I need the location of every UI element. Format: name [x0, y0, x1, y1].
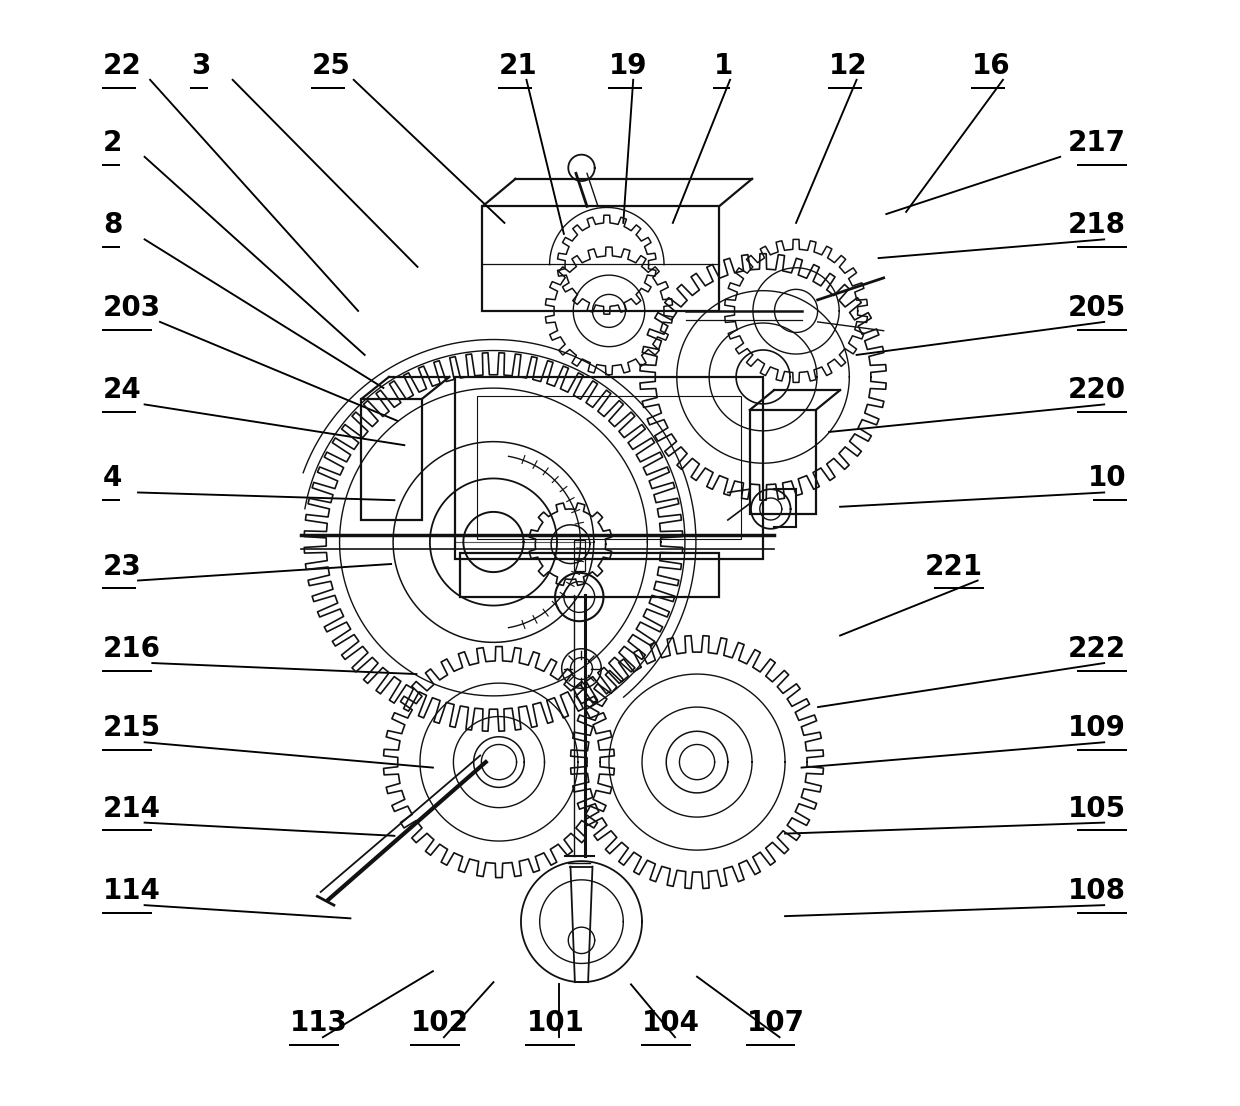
- Text: 19: 19: [609, 52, 647, 80]
- Text: 203: 203: [103, 294, 161, 322]
- Text: 101: 101: [527, 1009, 584, 1037]
- Text: 21: 21: [498, 52, 538, 80]
- Text: 217: 217: [1068, 128, 1126, 157]
- Text: 221: 221: [925, 553, 983, 581]
- Text: 25: 25: [312, 52, 351, 80]
- Text: 108: 108: [1068, 877, 1126, 905]
- Text: 10: 10: [1087, 465, 1126, 492]
- Text: 8: 8: [103, 211, 123, 239]
- Text: 205: 205: [1068, 294, 1126, 322]
- Text: 3: 3: [191, 52, 211, 80]
- Text: 102: 102: [410, 1009, 469, 1037]
- Text: 12: 12: [830, 52, 868, 80]
- Text: 113: 113: [290, 1009, 347, 1037]
- Bar: [750, 410, 816, 514]
- Bar: [477, 396, 742, 539]
- Text: 24: 24: [103, 376, 141, 405]
- Bar: [361, 399, 422, 520]
- Text: 23: 23: [103, 553, 141, 581]
- Text: 22: 22: [103, 52, 141, 80]
- Text: 2: 2: [103, 128, 123, 157]
- Text: 220: 220: [1068, 376, 1126, 405]
- Text: 105: 105: [1068, 794, 1126, 823]
- Text: 104: 104: [642, 1009, 701, 1037]
- Bar: [460, 553, 719, 597]
- Text: 222: 222: [1068, 635, 1126, 662]
- Text: 216: 216: [103, 635, 161, 662]
- Text: 4: 4: [103, 465, 123, 492]
- Text: 1: 1: [713, 52, 733, 80]
- Text: 107: 107: [746, 1009, 805, 1037]
- Bar: [455, 377, 763, 559]
- Bar: [574, 540, 585, 571]
- Text: 215: 215: [103, 714, 161, 742]
- Text: 214: 214: [103, 794, 161, 823]
- Text: 114: 114: [103, 877, 161, 905]
- Bar: [482, 207, 719, 311]
- Text: 109: 109: [1069, 714, 1126, 742]
- Text: 16: 16: [972, 52, 1011, 80]
- Text: 218: 218: [1068, 211, 1126, 239]
